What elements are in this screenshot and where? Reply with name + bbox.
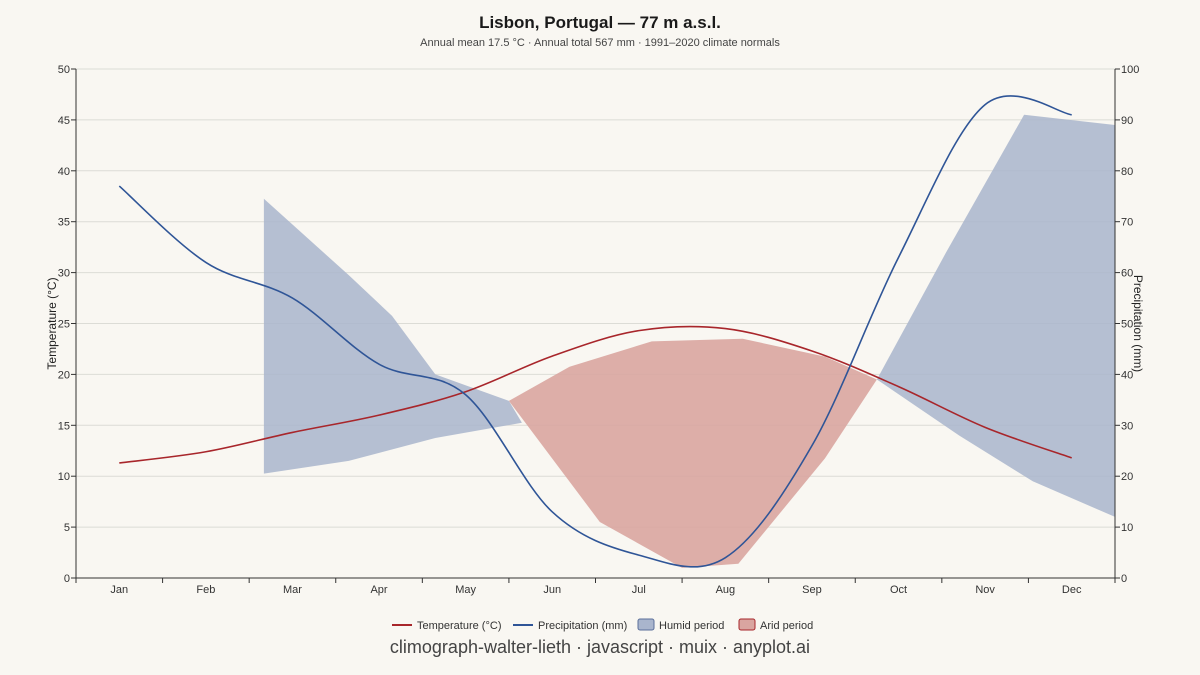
y-right-tick-label: 10	[1121, 522, 1133, 534]
x-tick-label: Mar	[283, 584, 302, 596]
y-right-tick-label: 50	[1121, 319, 1133, 331]
legend-label: Precipitation (mm)	[538, 620, 627, 632]
chart-title: Lisbon, Portugal — 77 m a.s.l.	[479, 13, 721, 32]
x-tick-label: Aug	[716, 584, 736, 596]
y-left-tick-label: 45	[58, 115, 70, 127]
y-left-tick-label: 30	[58, 268, 70, 280]
humid-period-band	[876, 114, 1115, 517]
y-right-tick-label: 40	[1121, 369, 1133, 381]
legend-swatch-box	[637, 618, 655, 631]
legend-label: Arid period	[760, 620, 813, 632]
y-left-tick-label: 15	[58, 420, 70, 432]
series-lines	[118, 95, 1072, 568]
y-right-tick-label: 70	[1121, 217, 1133, 229]
y-left-tick-label: 5	[64, 522, 70, 534]
temperature-line	[119, 325, 1072, 464]
chart-subtitle: Annual mean 17.5 °C · Annual total 567 m…	[420, 37, 780, 49]
y-right-tick-label: 20	[1121, 471, 1133, 483]
x-tick-label: Nov	[975, 584, 995, 596]
y-left-tick-label: 35	[58, 217, 70, 229]
y-left-tick-label: 50	[58, 64, 70, 76]
y-right-tick-label: 60	[1121, 268, 1133, 280]
y-left-tick-label: 0	[64, 573, 70, 585]
y-left-tick-label: 20	[58, 369, 70, 381]
legend-label: Temperature (°C)	[417, 620, 501, 632]
x-tick-label: Jul	[632, 584, 646, 596]
legend-label: Humid period	[659, 620, 724, 632]
legend: Temperature (°C) Precipitation (mm) Humid …	[392, 618, 813, 632]
y-right-tick-label: 80	[1121, 166, 1133, 178]
y-right-tick-label: 100	[1121, 64, 1139, 76]
y-right-tick-label: 30	[1121, 420, 1133, 432]
gridlines	[76, 68, 1115, 528]
y-axis-left-label: Temperature (°C)	[45, 277, 59, 369]
x-tick-label: Jun	[543, 584, 561, 596]
y-left-tick-label: 40	[58, 166, 70, 178]
x-tick-label: Jan	[110, 584, 128, 596]
y-right-tick-label: 0	[1121, 573, 1127, 585]
x-tick-label: Dec	[1062, 584, 1082, 596]
x-tick-label: Sep	[802, 584, 822, 596]
x-tick-label: Apr	[370, 584, 387, 596]
y-axis-right-label: Precipitation (mm)	[1131, 275, 1145, 372]
caption: climograph-walter-lieth · javascript · m…	[390, 637, 810, 657]
humid-period-band	[263, 198, 522, 474]
y-left-tick-label: 10	[58, 471, 70, 483]
legend-swatch-box	[738, 618, 756, 631]
climate-bands	[263, 114, 1115, 568]
y-right-tick-label: 90	[1121, 115, 1133, 127]
x-tick-label: Feb	[196, 584, 215, 596]
x-tick-label: May	[455, 584, 476, 596]
precipitation-line	[118, 95, 1072, 568]
y-left-tick-label: 25	[58, 319, 70, 331]
x-tick-label: Oct	[890, 584, 907, 596]
axes: 0 5 10 15 20 25 30 35 40 45 50 0 10 20 30 40 50 60 70 80 90 1…	[58, 64, 1140, 596]
arid-period-band	[508, 338, 877, 568]
